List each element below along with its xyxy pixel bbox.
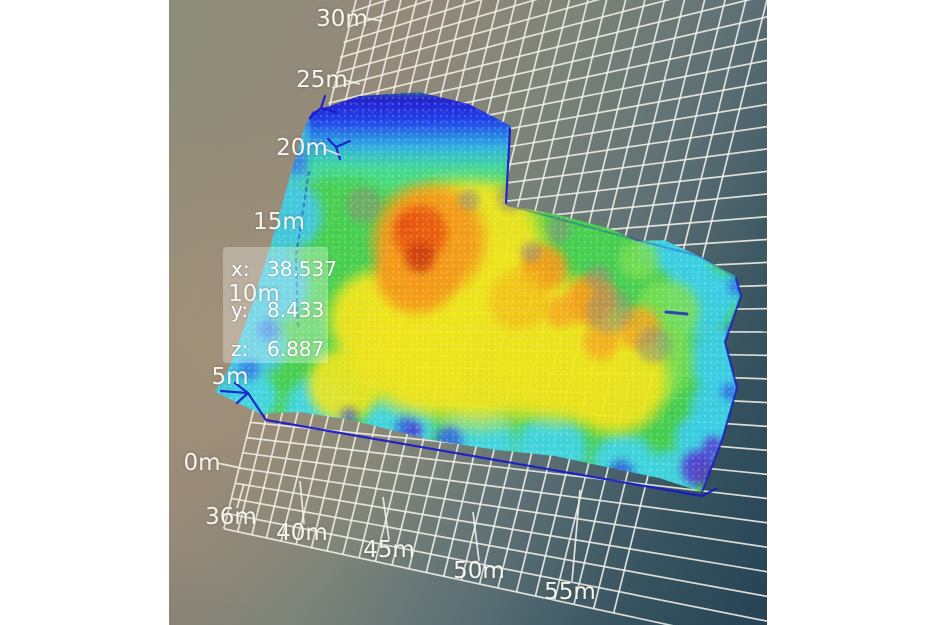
- sparse-points-gap: [545, 216, 573, 244]
- sparse-points-gap: [584, 263, 614, 293]
- readout-z-value: 6.887: [267, 337, 325, 361]
- y-axis-label-30m: 30m: [316, 6, 368, 32]
- x-axis-label-55m: 55m: [544, 579, 596, 605]
- sparse-points-gap: [457, 188, 481, 212]
- bbox-step-edge: [504, 127, 512, 205]
- sparse-points-gap: [519, 240, 543, 264]
- tick-36m: [236, 483, 245, 509]
- x-axis-label-50m: 50m: [453, 558, 505, 584]
- bounding-box-lines: [219, 94, 743, 498]
- readout-x-label: x:: [231, 257, 250, 281]
- heatmap-blob: [396, 214, 416, 234]
- heatmap-blob: [403, 240, 437, 274]
- tick-45m: [382, 496, 390, 541]
- readout-x-value: 38.537: [267, 257, 337, 281]
- readout-y-label: y:: [231, 298, 249, 322]
- sparse-points-gap: [344, 185, 384, 225]
- heatmap-blob: [237, 358, 261, 382]
- axis-tick-lines: [216, 17, 581, 582]
- point-cloud-heatmap: [215, 92, 741, 492]
- readout-row-y: y: 8.433: [231, 298, 324, 322]
- bbox-corner-axes-1: [308, 94, 338, 120]
- heatmap-blob: [485, 266, 553, 334]
- tick-55m: [571, 489, 581, 582]
- x-axis-label-40m: 40m: [276, 520, 328, 546]
- tick-0m: [216, 462, 242, 469]
- x-axis-label-36m: 36m: [205, 504, 257, 530]
- sparse-points-gap: [583, 284, 635, 336]
- y-axis-label-25m: 25m: [296, 67, 348, 93]
- bbox-left-edge-dashed: [294, 170, 311, 332]
- y-axis-label-5m: 5m: [211, 364, 249, 390]
- tick-50m: [472, 511, 480, 562]
- bbox-right-edge: [700, 276, 743, 494]
- bbox-inner-dash: [664, 310, 689, 316]
- viewport-3d[interactable]: x: 38.537 y: 8.433 z: 6.887 30m 25m 20m …: [169, 0, 767, 625]
- tick-25m: [343, 79, 361, 85]
- bbox-upper-right-edge: [505, 203, 738, 279]
- readout-y-value: 8.433: [267, 298, 325, 322]
- x-axis-label-45m: 45m: [363, 537, 415, 563]
- bbox-corner-axes-2: [326, 137, 352, 161]
- y-axis-label-10m: 10m: [228, 281, 280, 307]
- sparse-points-gap: [634, 325, 674, 365]
- bounding-box-and-ticks: [216, 17, 743, 582]
- readout-row-z: z: 6.887: [231, 337, 324, 361]
- readout-z-label: z:: [231, 337, 249, 361]
- tick-30m: [364, 17, 383, 22]
- coordinate-readout-panel: x: 38.537 y: 8.433 z: 6.887: [223, 247, 337, 363]
- tick-40m: [299, 480, 305, 525]
- tick-20m: [323, 148, 341, 156]
- heatmap-blob: [617, 238, 661, 282]
- bbox-corner-axes-3: [233, 381, 250, 405]
- bbox-bottom-edge: [219, 389, 718, 498]
- heatmap-blob: [257, 318, 281, 342]
- y-axis-label-15m: 15m: [253, 209, 305, 235]
- y-axis-label-0m: 0m: [183, 450, 221, 476]
- y-axis-label-20m: 20m: [276, 135, 328, 161]
- readout-row-x: x: 38.537: [231, 257, 337, 281]
